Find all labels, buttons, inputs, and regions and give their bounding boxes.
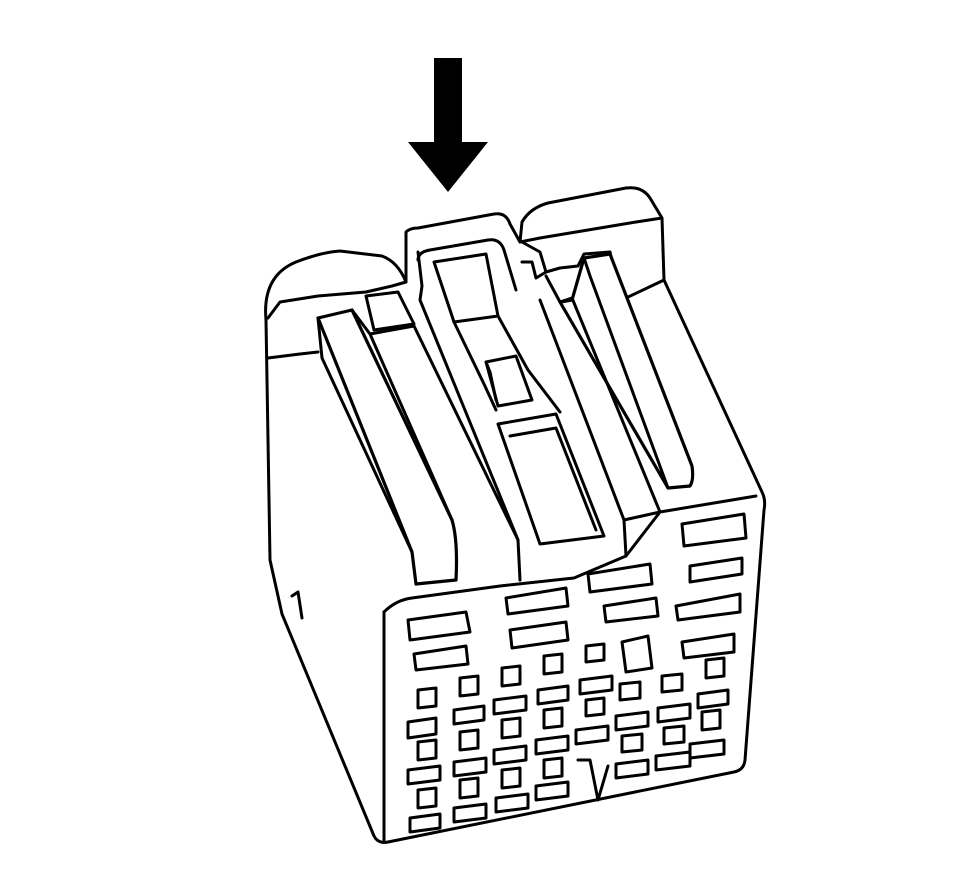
cavity	[504, 586, 570, 616]
cavity	[500, 664, 522, 688]
cavity	[492, 744, 528, 766]
cavity	[412, 644, 470, 672]
cavity	[680, 632, 736, 660]
cavity	[408, 812, 442, 834]
cavity	[656, 702, 692, 724]
cavity	[688, 738, 726, 760]
cavity	[458, 728, 480, 752]
cavity	[602, 596, 660, 624]
cavity	[578, 674, 614, 696]
connector-housing	[264, 186, 767, 844]
left-catch-block	[364, 290, 416, 332]
cavity	[700, 708, 722, 732]
cavity	[536, 684, 570, 706]
cavity	[492, 694, 528, 716]
cavity	[662, 724, 686, 746]
right-step-2	[518, 216, 664, 244]
cavity	[452, 704, 486, 726]
cavity	[674, 592, 742, 622]
latch-frame-rim	[416, 238, 518, 292]
cavity	[458, 674, 480, 698]
cavity	[500, 766, 522, 790]
cavity	[458, 776, 480, 800]
latch-button-top	[484, 360, 498, 402]
cavity	[406, 764, 442, 786]
latch-tab-channel	[452, 320, 498, 412]
cavity	[416, 686, 438, 710]
right-step	[520, 240, 548, 280]
right-step-3	[544, 250, 612, 274]
cavity	[584, 696, 606, 718]
cavity	[494, 792, 530, 814]
push-direction-arrow	[408, 58, 488, 192]
cavity	[542, 756, 564, 780]
right-rail-inner	[582, 256, 670, 490]
left-rail	[316, 308, 459, 586]
cavity	[534, 780, 570, 802]
latch-frame-outer	[416, 250, 520, 542]
front-face-split	[576, 758, 610, 802]
right-channel-edge2	[544, 274, 562, 304]
cavity	[688, 556, 744, 584]
cavity	[704, 656, 726, 680]
cavity	[508, 620, 570, 650]
latch-tab	[432, 252, 500, 324]
cavity	[614, 710, 650, 732]
left-channel-edge	[368, 324, 522, 582]
cavity	[406, 610, 472, 642]
latch-tab-channel2	[496, 314, 562, 414]
cavity	[654, 750, 692, 772]
cavity	[406, 716, 438, 740]
arrow-head	[408, 142, 488, 192]
terminal-cavities	[406, 512, 748, 834]
arrow-shaft	[434, 58, 462, 148]
cavity	[542, 706, 564, 730]
cavity	[696, 688, 730, 710]
cavity	[500, 716, 522, 740]
right-channel-edge	[538, 298, 628, 558]
cavity	[542, 652, 564, 676]
front-face-top-edge	[382, 494, 758, 614]
left-rail-inner2	[316, 316, 414, 554]
cavity	[586, 562, 654, 594]
cavity	[660, 672, 684, 694]
side-notch	[290, 590, 304, 620]
cavity	[534, 734, 570, 756]
cavity	[620, 634, 654, 674]
cavity	[584, 642, 606, 664]
left-shoulder-top	[266, 280, 408, 320]
cavity	[574, 724, 610, 746]
cavity	[416, 786, 438, 810]
cavity	[680, 512, 748, 548]
cavity	[620, 732, 644, 754]
latch-window	[496, 412, 606, 546]
cavity	[452, 756, 488, 778]
cavity	[618, 680, 642, 702]
cavity	[614, 758, 650, 780]
right-rail-lower	[558, 296, 662, 522]
latch-window-inner	[508, 426, 598, 532]
housing-outline	[264, 186, 767, 844]
cavity	[452, 802, 488, 824]
left-shoulder	[266, 350, 320, 360]
cavity	[416, 738, 438, 762]
